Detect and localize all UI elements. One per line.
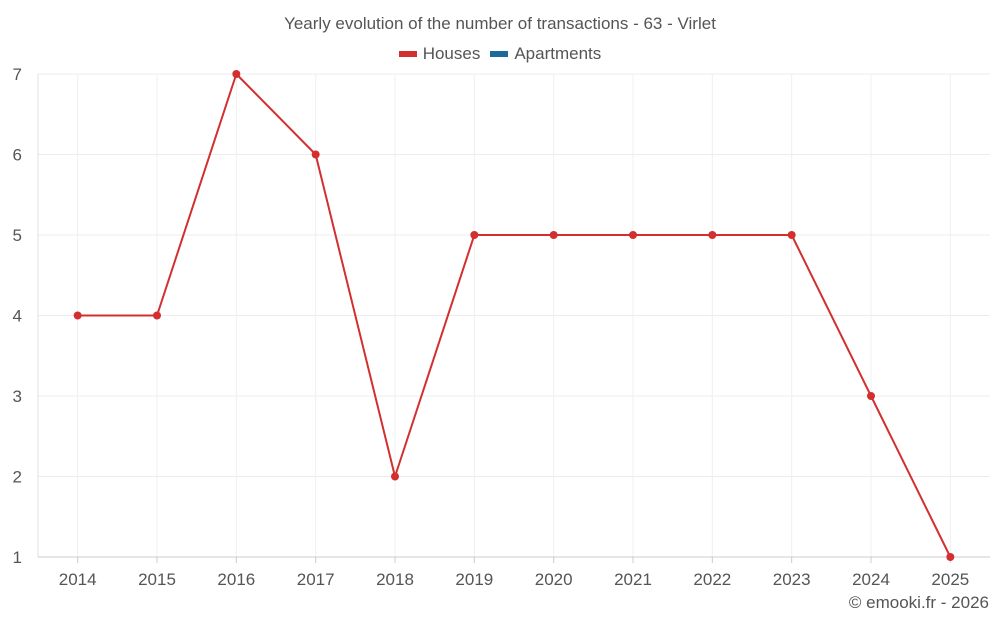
grid <box>38 73 990 557</box>
x-tick-label: 2022 <box>693 570 731 589</box>
data-point <box>787 231 796 239</box>
x-tick-label: 2021 <box>614 570 652 589</box>
y-tick-label: 5 <box>13 226 22 245</box>
legend-label-apartments: Apartments <box>514 44 602 63</box>
axes: 1 2 3 4 5 6 7 2014 2015 2016 2017 2018 2019 2020 2021 2… <box>13 65 990 589</box>
series <box>73 70 955 561</box>
data-point <box>867 392 875 400</box>
series-line-houses <box>77 73 952 558</box>
data-point <box>311 150 320 159</box>
x-tick-label: 2014 <box>59 570 97 589</box>
x-tick-label: 2015 <box>138 570 176 589</box>
x-tick-label: 2024 <box>852 570 890 589</box>
y-tick-label: 2 <box>13 468 22 487</box>
data-point <box>549 231 558 239</box>
chart-title: Yearly evolution of the number of transa… <box>284 14 716 33</box>
y-tick-label: 3 <box>13 387 22 406</box>
data-point <box>73 311 82 320</box>
legend-item-houses[interactable]: Houses <box>398 44 481 64</box>
data-point <box>153 311 161 320</box>
y-tick-label: 6 <box>13 146 22 165</box>
x-tick-label: 2023 <box>773 570 811 589</box>
legend-item-apartments[interactable]: Apartments <box>490 44 601 64</box>
y-tick-label: 1 <box>13 548 22 567</box>
y-tick-label: 4 <box>13 307 22 326</box>
chart-legend: Houses Apartments <box>0 44 1000 64</box>
x-tick-label: 2019 <box>455 570 493 589</box>
data-point <box>391 472 399 481</box>
data-point <box>470 231 479 239</box>
x-tick-label: 2018 <box>376 570 414 589</box>
legend-label-houses: Houses <box>422 44 481 63</box>
x-tick-label: 2020 <box>535 570 573 589</box>
x-tick-label: 2016 <box>217 570 255 589</box>
data-point <box>708 231 717 239</box>
legend-swatch-apartments <box>490 51 509 57</box>
data-point <box>232 70 241 78</box>
x-tick-label: 2017 <box>297 570 335 589</box>
data-point <box>629 231 637 239</box>
x-tick-label: 2025 <box>931 570 969 589</box>
legend-swatch-houses <box>398 51 417 57</box>
data-point <box>946 553 955 561</box>
y-tick-label: 7 <box>13 65 22 84</box>
credit-text: © emooki.fr - 2026 <box>848 593 989 612</box>
